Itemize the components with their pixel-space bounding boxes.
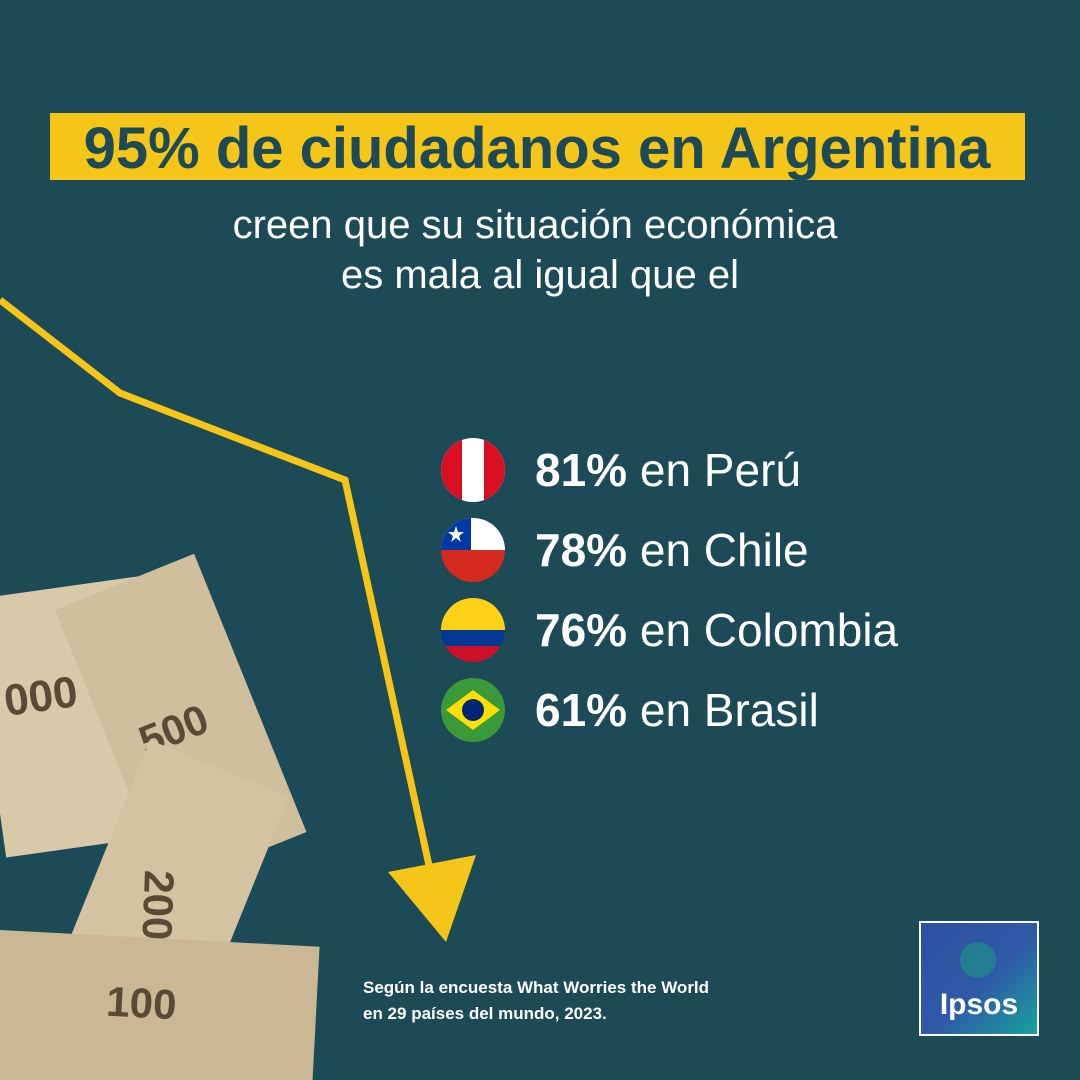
- percent: 81%: [535, 444, 627, 496]
- flag-chile: [441, 518, 505, 582]
- country: en Colombia: [640, 604, 899, 656]
- percent: 61%: [535, 684, 627, 736]
- subheadline: creen que su situación económica: [233, 203, 839, 247]
- trend-arrow: [0, 297, 434, 871]
- logo-box: [919, 921, 1039, 1036]
- country-list: 81% en Perú 78% en Chile 76% en Colombia…: [535, 444, 899, 736]
- percent: 78%: [535, 524, 627, 576]
- banknotes: 000 500 200 100: [0, 553, 320, 1080]
- country: en Perú: [640, 444, 801, 496]
- logo-mark: [960, 942, 996, 978]
- svg-text:61% en Brasil: 61% en Brasil: [535, 684, 819, 736]
- logo: Ipsos: [940, 988, 1018, 1021]
- banknote-value: 200: [134, 869, 183, 941]
- svg-text:81% en Perú: 81% en Perú: [535, 444, 801, 496]
- flag-brasil: [441, 678, 505, 742]
- banknote-value: 100: [105, 978, 177, 1029]
- country: en Chile: [640, 524, 809, 576]
- flag-peru: [441, 438, 505, 502]
- percent: 76%: [535, 604, 627, 656]
- headline-band: [50, 113, 1025, 180]
- source: Según la encuesta What Worries the World: [363, 978, 709, 997]
- svg-text:76% en Colombia: 76% en Colombia: [535, 604, 899, 656]
- headline: 95% de ciudadanos en Argentina: [84, 116, 991, 181]
- subheadline: es mala al igual que el: [341, 253, 739, 297]
- svg-text:78% en Chile: 78% en Chile: [535, 524, 809, 576]
- country: en Brasil: [640, 684, 819, 736]
- flag-colombia: [441, 598, 505, 662]
- source: en 29 países del mundo, 2023.: [363, 1004, 607, 1023]
- banknote-value: 000: [1, 667, 81, 726]
- arrow-head: [388, 855, 476, 942]
